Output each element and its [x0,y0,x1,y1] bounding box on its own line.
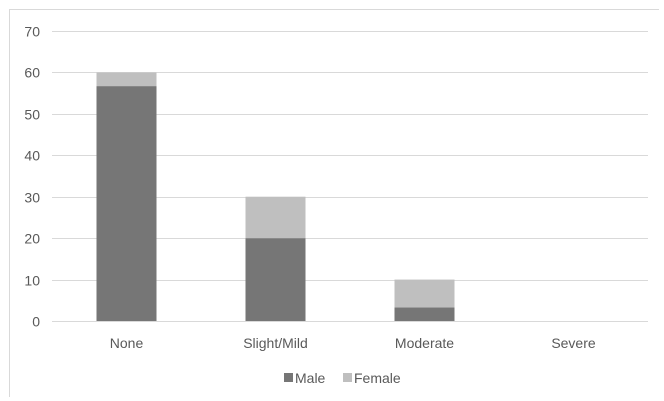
y-tick-label: 10 [24,273,40,289]
x-tick-label: Slight/Mild [243,335,308,351]
legend-swatch-female [343,373,352,382]
bar-female[interactable] [245,196,306,239]
legend-label-female: Female [354,370,401,386]
legend-swatch-male [284,373,293,382]
y-tick-label: 20 [24,231,40,247]
legend-label-male: Male [295,370,326,386]
x-axis: None Slight/Mild Moderate Severe [110,335,596,351]
bars [96,72,455,321]
gridlines [52,31,648,322]
bar-male[interactable] [245,238,306,321]
x-tick-label: Moderate [395,335,454,351]
y-axis: 0 10 20 30 40 50 60 70 [24,24,40,330]
legend[interactable]: Male Female [284,370,401,386]
y-tick-label: 0 [32,314,40,330]
y-tick-label: 30 [24,190,40,206]
bar-male[interactable] [394,307,455,321]
bar-female[interactable] [96,72,157,87]
bar-female[interactable] [394,279,455,308]
y-tick-label: 50 [24,107,40,123]
y-tick-label: 40 [24,148,40,164]
y-tick-label: 70 [24,24,40,40]
x-tick-label: Severe [551,335,596,351]
y-tick-label: 60 [24,65,40,81]
bar-male[interactable] [96,86,157,321]
chart-frame [9,9,659,397]
x-tick-label: None [110,335,144,351]
